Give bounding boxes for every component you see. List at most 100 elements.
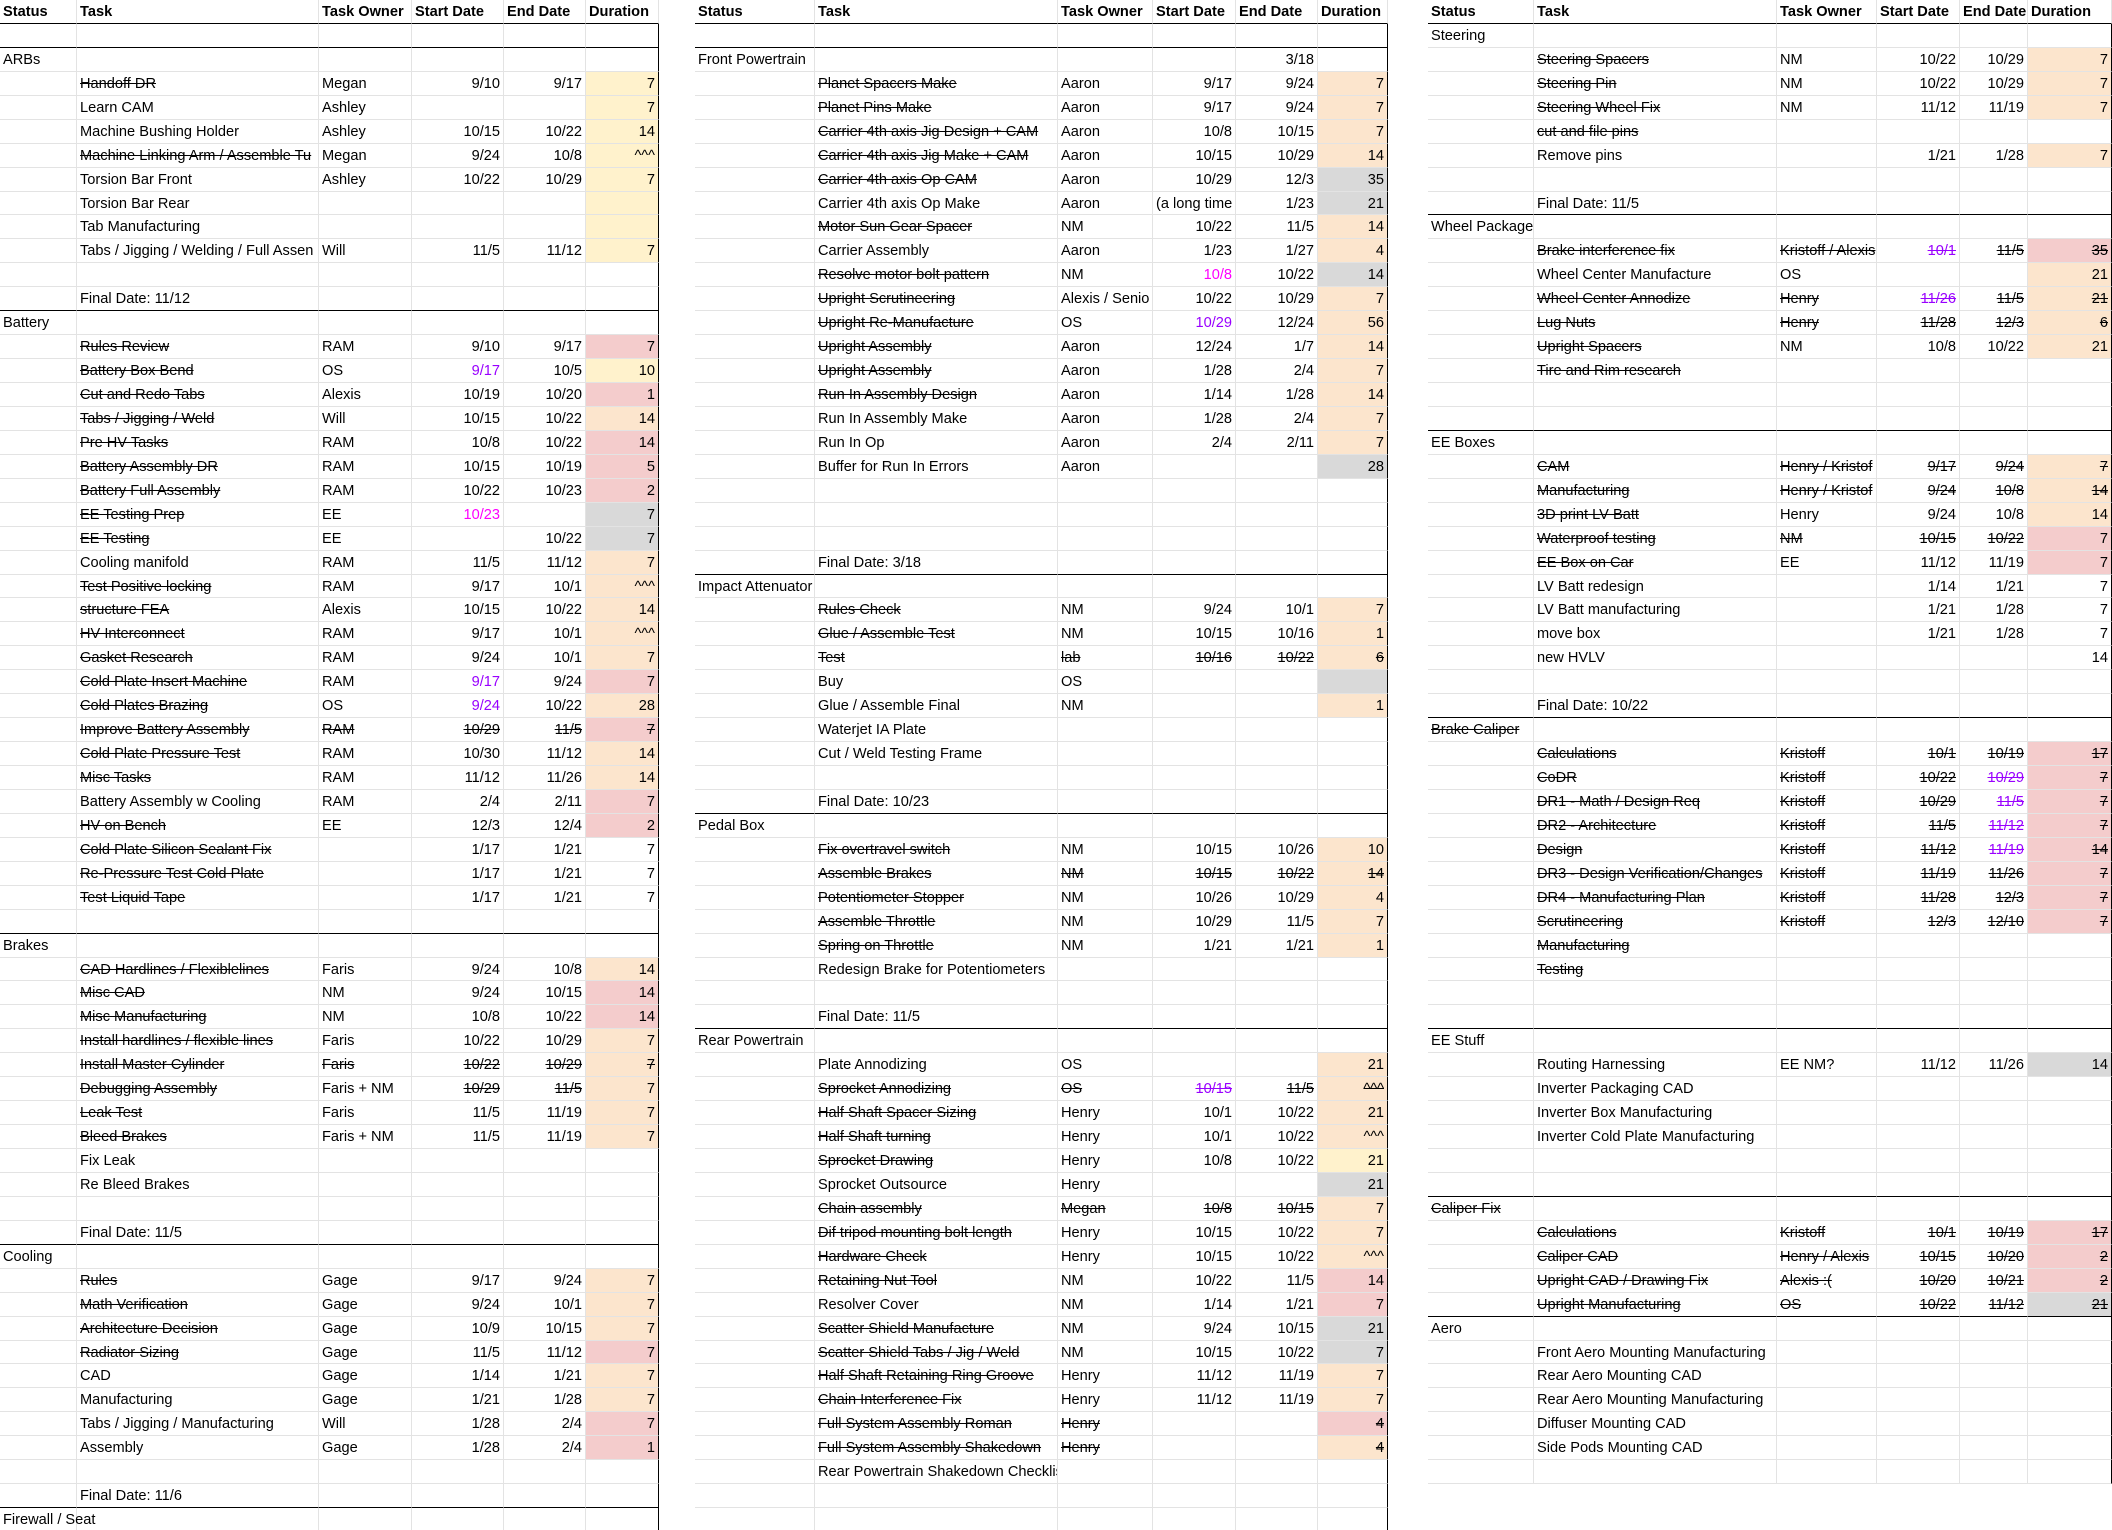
duration-cell[interactable] — [586, 311, 659, 336]
end-cell[interactable]: 10/22 — [504, 430, 586, 455]
task-cell[interactable]: Run In Assembly Make — [815, 406, 1058, 431]
status-cell[interactable] — [0, 526, 77, 551]
task-cell[interactable] — [1534, 215, 1777, 240]
header-cell-duration[interactable]: Duration — [1318, 0, 1388, 24]
duration-cell[interactable]: 7 — [2028, 766, 2112, 790]
end-cell[interactable] — [1236, 526, 1318, 551]
end-cell[interactable] — [504, 191, 586, 216]
end-cell[interactable] — [504, 263, 586, 288]
status-cell[interactable] — [1428, 526, 1534, 551]
owner-cell[interactable]: OS — [1058, 1077, 1153, 1102]
duration-cell[interactable] — [1318, 502, 1388, 527]
start-cell[interactable] — [412, 47, 504, 72]
owner-cell[interactable]: Aaron — [1058, 71, 1153, 96]
owner-cell[interactable]: RAM — [319, 646, 412, 671]
status-cell[interactable] — [1428, 1220, 1534, 1245]
task-cell[interactable] — [1534, 430, 1777, 455]
end-cell[interactable]: 11/19 — [504, 1101, 586, 1126]
end-cell[interactable] — [504, 287, 586, 312]
status-cell[interactable] — [0, 263, 77, 288]
status-cell[interactable] — [1428, 550, 1534, 575]
start-cell[interactable] — [1153, 694, 1236, 719]
end-cell[interactable]: 10/1 — [504, 1292, 586, 1317]
status-cell[interactable] — [1428, 1340, 1534, 1365]
start-cell[interactable]: 9/24 — [1153, 1316, 1236, 1341]
end-cell[interactable]: 10/20 — [1960, 1244, 2028, 1269]
task-cell[interactable]: Torsion Bar Rear — [77, 191, 319, 216]
duration-cell[interactable]: 14 — [2028, 837, 2112, 862]
status-cell[interactable] — [1428, 311, 1534, 336]
end-cell[interactable]: 1/21 — [1236, 1292, 1318, 1317]
owner-cell[interactable]: Henry — [1058, 1244, 1153, 1269]
task-cell[interactable]: Steering Spacers — [1534, 47, 1777, 72]
status-cell[interactable] — [1428, 981, 1534, 1006]
start-cell[interactable]: 1/28 — [412, 1436, 504, 1461]
duration-cell[interactable] — [2028, 191, 2112, 216]
start-cell[interactable]: 10/15 — [1153, 143, 1236, 168]
task-cell[interactable]: Gasket Research — [77, 646, 319, 671]
start-cell[interactable] — [1153, 550, 1236, 575]
start-cell[interactable]: 10/15 — [1877, 526, 1960, 551]
end-cell[interactable] — [504, 1484, 586, 1509]
status-cell[interactable] — [695, 478, 815, 503]
task-cell[interactable]: Spring on Throttle — [815, 933, 1058, 958]
status-cell[interactable] — [1428, 478, 1534, 503]
duration-cell[interactable]: 7 — [2028, 454, 2112, 479]
task-cell[interactable] — [1534, 981, 1777, 1006]
owner-cell[interactable] — [1777, 215, 1877, 240]
task-cell[interactable]: Fix Leak — [77, 1149, 319, 1173]
end-cell[interactable]: 9/24 — [1236, 95, 1318, 120]
task-cell[interactable] — [77, 263, 319, 288]
duration-cell[interactable]: 14 — [1318, 215, 1388, 240]
start-cell[interactable] — [1153, 1460, 1236, 1485]
owner-cell[interactable] — [1777, 574, 1877, 599]
section-title[interactable]: EE Stuff — [1428, 1029, 1534, 1054]
end-cell[interactable]: 10/22 — [1236, 1340, 1318, 1365]
duration-cell[interactable]: 14 — [2028, 478, 2112, 503]
duration-cell[interactable] — [2028, 933, 2112, 958]
start-cell[interactable] — [412, 263, 504, 288]
owner-cell[interactable] — [1777, 1340, 1877, 1365]
start-cell[interactable] — [1877, 1196, 1960, 1221]
task-cell[interactable]: Waterproof testing — [1534, 526, 1777, 551]
status-cell[interactable] — [1428, 1388, 1534, 1413]
owner-cell[interactable] — [319, 1484, 412, 1509]
status-cell[interactable] — [695, 167, 815, 192]
end-cell[interactable] — [1960, 670, 2028, 695]
end-cell[interactable] — [1236, 981, 1318, 1006]
owner-cell[interactable]: OS — [1058, 311, 1153, 336]
owner-cell[interactable]: Gage — [319, 1340, 412, 1365]
task-cell[interactable]: Glue / Assemble Final — [815, 694, 1058, 719]
owner-cell[interactable] — [1058, 957, 1153, 982]
header-cell-duration[interactable]: Duration — [586, 0, 659, 24]
end-cell[interactable]: 10/15 — [1236, 119, 1318, 144]
start-cell[interactable]: 10/29 — [412, 1077, 504, 1102]
duration-cell[interactable]: 1 — [1318, 694, 1388, 719]
task-cell[interactable]: Tire and Rim research — [1534, 359, 1777, 383]
end-cell[interactable]: 1/28 — [504, 1388, 586, 1413]
duration-cell[interactable] — [2028, 406, 2112, 431]
end-cell[interactable]: 10/22 — [1236, 861, 1318, 886]
section-title[interactable]: Pedal Box — [695, 813, 815, 838]
task-cell[interactable] — [1534, 1196, 1777, 1221]
duration-cell[interactable] — [1318, 1005, 1388, 1030]
owner-cell[interactable]: Ashley — [319, 95, 412, 120]
owner-cell[interactable] — [319, 1172, 412, 1197]
owner-cell[interactable]: Alexis / Senio — [1058, 287, 1153, 312]
duration-cell[interactable] — [1318, 478, 1388, 503]
start-cell[interactable] — [1877, 1316, 1960, 1341]
status-cell[interactable] — [1428, 1005, 1534, 1030]
task-cell[interactable]: Cold Plates Brazing — [77, 694, 319, 719]
task-cell[interactable]: Run In Assembly Design — [815, 383, 1058, 407]
owner-cell[interactable]: lab — [1058, 646, 1153, 671]
owner-cell[interactable]: Ashley — [319, 119, 412, 144]
owner-cell[interactable]: OS — [1777, 263, 1877, 288]
status-cell[interactable] — [0, 1029, 77, 1054]
owner-cell[interactable] — [1777, 383, 1877, 407]
start-cell[interactable]: 2/4 — [412, 789, 504, 814]
status-cell[interactable] — [0, 71, 77, 96]
start-cell[interactable]: 12/24 — [1153, 335, 1236, 360]
end-cell[interactable]: 10/5 — [504, 359, 586, 383]
section-title[interactable]: Aero — [1428, 1316, 1534, 1341]
start-cell[interactable]: 9/10 — [412, 71, 504, 96]
